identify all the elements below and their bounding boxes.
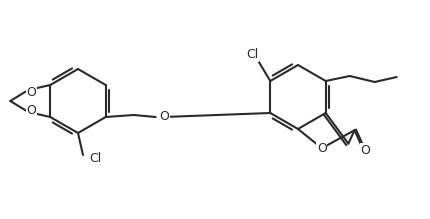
Text: O: O [361, 144, 371, 157]
Text: O: O [317, 142, 327, 155]
Text: O: O [26, 85, 36, 99]
Text: Cl: Cl [89, 152, 101, 166]
Text: Cl: Cl [246, 48, 258, 62]
Text: O: O [26, 104, 36, 117]
Text: O: O [160, 111, 169, 124]
